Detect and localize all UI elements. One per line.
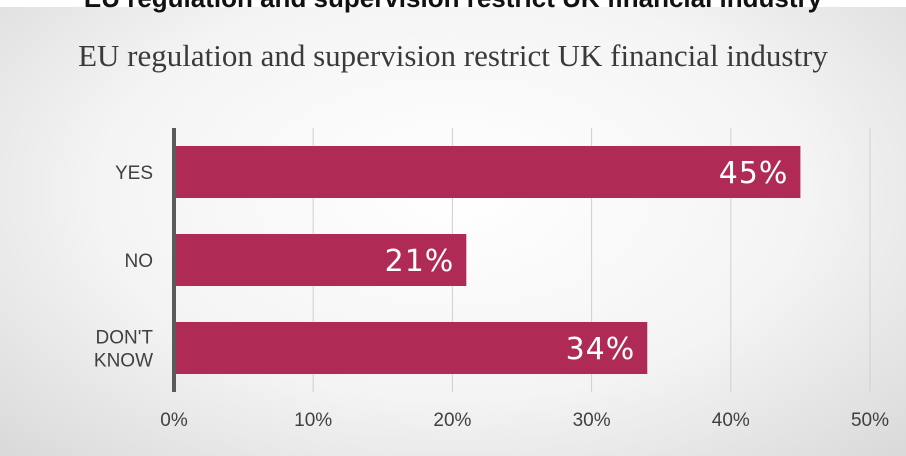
x-tick-label: 10% — [294, 410, 332, 431]
x-tick-label: 20% — [433, 410, 471, 431]
x-tick-label: 0% — [160, 410, 188, 431]
x-tick-labels: 0% 10% 20% 30% 40% 50% — [160, 410, 889, 431]
category-label: NO — [125, 251, 154, 272]
bar — [174, 146, 801, 198]
top-strip — [0, 0, 906, 7]
x-tick-label: 50% — [851, 410, 889, 431]
category-label: DON'T KNOW — [94, 328, 153, 372]
data-label: 21% — [385, 244, 455, 279]
data-label: 34% — [566, 332, 636, 367]
bar — [174, 234, 467, 286]
chart-title: EU regulation and supervision restrict U… — [78, 38, 828, 73]
data-label: 45% — [719, 156, 789, 191]
bars: 45% 21% 34% — [174, 146, 801, 374]
bar — [174, 322, 648, 374]
category-label: YES — [115, 163, 153, 184]
x-tick-label: 30% — [573, 410, 611, 431]
x-tick-label: 40% — [712, 410, 750, 431]
cut-off-heading: EU regulation and supervision restrict U… — [0, 0, 906, 14]
category-labels: YES NO DON'T KNOW — [94, 163, 153, 372]
